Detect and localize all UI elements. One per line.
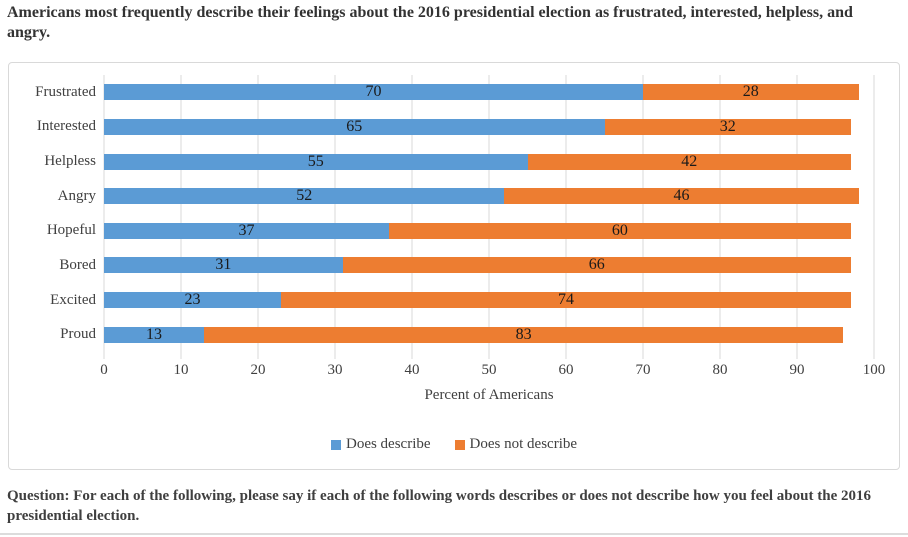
x-tick-label: 60 [558, 362, 574, 378]
legend-label: Does describe [345, 436, 431, 452]
x-axis-title: Percent of Americans [424, 387, 554, 403]
gridline [257, 75, 259, 359]
gridline [565, 75, 567, 359]
bar-row: 23 74 [104, 291, 874, 309]
x-tick-label: 90 [789, 362, 805, 378]
gridline [180, 75, 182, 359]
legend-item: Does describe [330, 436, 431, 453]
plot-area: 70 28 65 32 55 42 52 46 37 60 31 66 23 74 13 83 [103, 75, 875, 359]
bar-segment: 13 [104, 325, 205, 343]
bar-row: 55 42 [104, 152, 874, 170]
gridline [411, 75, 413, 359]
gridline [103, 75, 105, 359]
category-axis: Frustrated Interested Helpless Angry Hopeful… [9, 75, 96, 352]
bar-segment: 23 [104, 291, 282, 309]
x-tick-label: 80 [712, 362, 728, 378]
chart-title: Americans most frequently describe their… [7, 4, 853, 41]
bar-value-label: 32 [719, 117, 736, 135]
legend: Does describe Does not describe [9, 436, 899, 453]
bar-value-label: 52 [296, 187, 313, 205]
bar-segment: 60 [388, 221, 851, 239]
legend-label: Does not describe [469, 436, 578, 452]
x-tick-label: 50 [481, 362, 497, 378]
bar-value-label: 60 [611, 221, 628, 239]
bar-value-label: 28 [742, 83, 759, 101]
bar-value-label: 46 [673, 187, 690, 205]
legend-swatch-icon [454, 439, 465, 450]
bar-value-label: 55 [307, 152, 324, 170]
bar-value-label: 31 [215, 256, 232, 274]
bar-value-label: 74 [557, 291, 574, 309]
chart-card: Frustrated Interested Helpless Angry Hopeful… [8, 62, 900, 470]
bottom-divider [0, 533, 908, 535]
category-label: Hopeful [46, 222, 96, 239]
category-label: Angry [57, 187, 96, 204]
legend-swatch-icon [330, 439, 341, 450]
bar-segment: 28 [643, 83, 859, 101]
gridline [873, 75, 875, 359]
bar-value-label: 42 [681, 152, 698, 170]
bar-value-label: 23 [184, 291, 201, 309]
bar-segment: 83 [204, 325, 844, 343]
bar-segment: 32 [604, 117, 851, 135]
bar-segment: 52 [104, 187, 505, 205]
x-tick-label: 0 [100, 362, 108, 378]
x-tick-label: 10 [173, 362, 189, 378]
bar-segment: 65 [104, 117, 605, 135]
legend-item: Does not describe [454, 436, 578, 453]
gridline [796, 75, 798, 359]
x-tick-label: 70 [635, 362, 651, 378]
gridline [334, 75, 336, 359]
bar-segment: 37 [104, 221, 389, 239]
bar-value-label: 13 [146, 325, 163, 343]
gridline [642, 75, 644, 359]
bar-segment: 66 [342, 256, 851, 274]
category-label: Proud [60, 326, 96, 343]
category-label: Frustrated [35, 83, 96, 100]
bar-row: 70 28 [104, 83, 874, 101]
bar-segment: 70 [104, 83, 643, 101]
bar-value-label: 37 [238, 221, 255, 239]
category-label: Helpless [44, 153, 96, 170]
bar-segment: 55 [104, 152, 528, 170]
footnote: Question: For each of the following, ple… [7, 488, 871, 524]
gridline [719, 75, 721, 359]
bar-value-label: 65 [346, 117, 363, 135]
bar-row: 65 32 [104, 117, 874, 135]
x-axis-ticks: 0 10 20 30 40 50 60 70 80 90 100 [100, 361, 885, 379]
x-tick-label: 40 [404, 362, 420, 378]
category-label: Bored [59, 256, 96, 273]
x-tick-label: 20 [250, 362, 266, 378]
bar-row: 37 60 [104, 221, 874, 239]
bar-row: 13 83 [104, 325, 874, 343]
bar-value-label: 66 [588, 256, 605, 274]
category-label: Excited [50, 291, 96, 308]
bar-segment: 42 [527, 152, 851, 170]
x-tick-label: 100 [862, 362, 886, 378]
x-tick-label: 30 [327, 362, 343, 378]
bar-segment: 46 [504, 187, 859, 205]
bar-value-label: 83 [515, 325, 532, 343]
category-label: Interested [36, 118, 96, 135]
bar-value-label: 70 [365, 83, 382, 101]
bar-row: 31 66 [104, 256, 874, 274]
bar-row: 52 46 [104, 187, 874, 205]
gridline [488, 75, 490, 359]
bar-segment: 31 [104, 256, 343, 274]
bar-segment: 74 [281, 291, 851, 309]
